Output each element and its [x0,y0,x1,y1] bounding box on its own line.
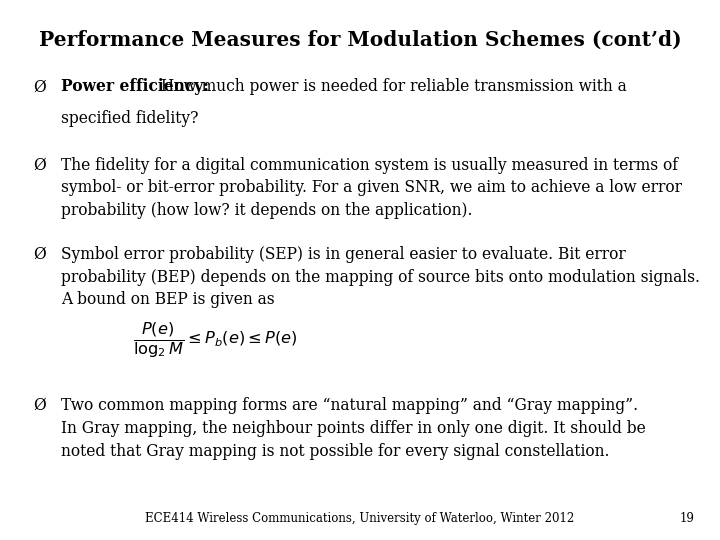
Text: Ø: Ø [33,157,46,173]
Text: How much power is needed for reliable transmission with a: How much power is needed for reliable tr… [156,78,627,95]
Text: Performance Measures for Modulation Schemes (cont’d): Performance Measures for Modulation Sche… [39,30,681,50]
Text: ECE414 Wireless Communications, University of Waterloo, Winter 2012: ECE414 Wireless Communications, Universi… [145,512,575,525]
Text: specified fidelity?: specified fidelity? [61,110,199,126]
Text: The fidelity for a digital communication system is usually measured in terms of
: The fidelity for a digital communication… [61,157,683,219]
Text: $\dfrac{P(e)}{\log_2 M} \leq P_b(e) \leq P(e)$: $\dfrac{P(e)}{\log_2 M} \leq P_b(e) \leq… [133,321,297,360]
Text: Ø: Ø [33,397,46,414]
Text: Ø: Ø [33,78,46,95]
Text: 19: 19 [680,512,695,525]
Text: Symbol error probability (SEP) is in general easier to evaluate. Bit error
proba: Symbol error probability (SEP) is in gen… [61,246,701,308]
Text: Ø: Ø [33,246,46,262]
Text: Power efficiency:: Power efficiency: [61,78,209,95]
Text: Two common mapping forms are “natural mapping” and “Gray mapping”.
In Gray mappi: Two common mapping forms are “natural ma… [61,397,646,460]
